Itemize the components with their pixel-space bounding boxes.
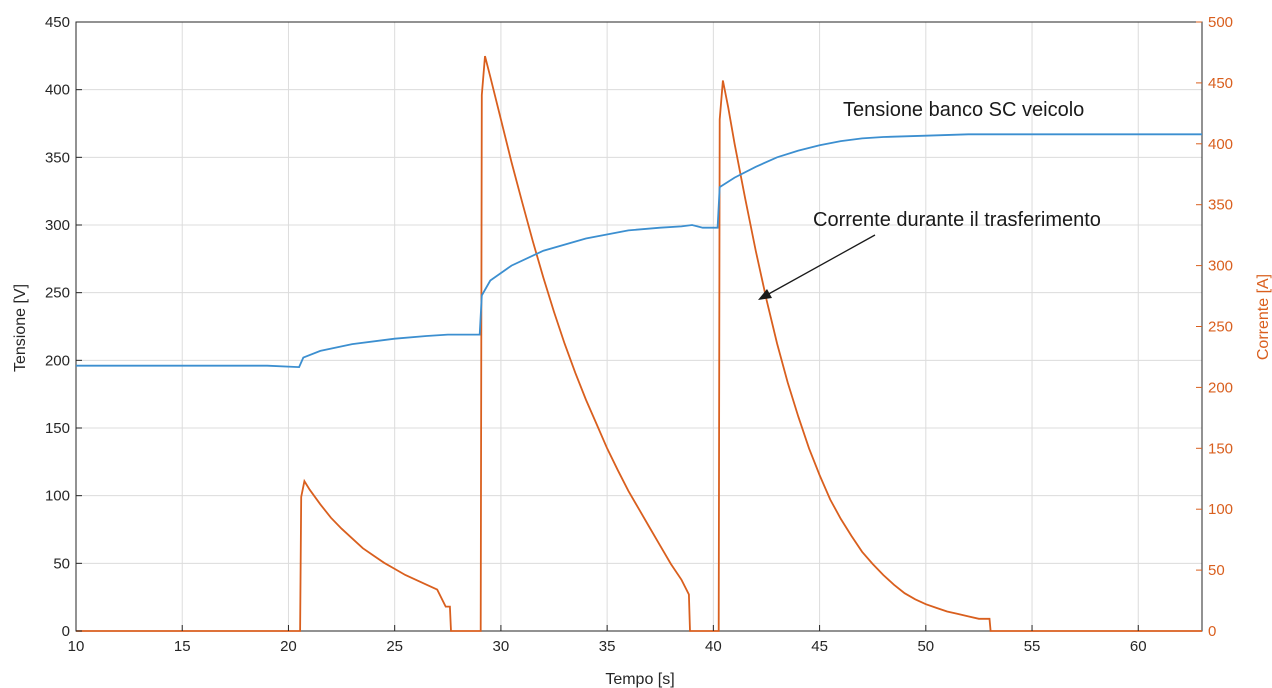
x-tick-label: 15 (174, 638, 191, 655)
y-right-tick-label: 150 (1208, 440, 1233, 457)
y-left-tick-label: 100 (45, 488, 70, 505)
y-right-tick-label: 500 (1208, 14, 1233, 31)
y-left-tick-label: 300 (45, 217, 70, 234)
y-right-tick-label: 100 (1208, 501, 1233, 518)
y-axis-left: 0 50 100 150 200 250 300 350 400 450 (45, 14, 82, 640)
y-left-tick-label: 400 (45, 82, 70, 99)
x-tick-label: 50 (917, 638, 934, 655)
y-right-tick-label: 400 (1208, 136, 1233, 153)
y-left-tick-label: 350 (45, 149, 70, 166)
y-left-tick-label: 50 (53, 555, 70, 572)
x-tick-label: 35 (599, 638, 616, 655)
annotation-arrowhead (758, 289, 772, 300)
y-axis-right: 0 50 100 150 200 250 300 350 400 450 500 (1196, 14, 1233, 640)
y-right-tick-label: 200 (1208, 379, 1233, 396)
y-right-tick-label: 0 (1208, 623, 1216, 640)
x-tick-label: 55 (1024, 638, 1041, 655)
y-left-tick-label: 250 (45, 285, 70, 302)
y-left-tick-label: 200 (45, 352, 70, 369)
x-tick-label: 45 (811, 638, 828, 655)
x-tick-label: 25 (386, 638, 403, 655)
y-axis-right-title: Corrente [A] (1255, 274, 1272, 360)
x-tick-label: 10 (68, 638, 85, 655)
x-tick-label: 30 (493, 638, 510, 655)
y-left-tick-label: 0 (62, 623, 70, 640)
x-tick-label: 60 (1130, 638, 1147, 655)
annotation-arrow (764, 234, 876, 297)
y-left-tick-label: 150 (45, 420, 70, 437)
y-right-tick-label: 350 (1208, 197, 1233, 214)
x-axis-title: Tempo [s] (605, 671, 674, 688)
series-voltage (76, 133, 1202, 369)
annotation-current: Corrente durante il trasferimento (813, 209, 1101, 231)
y-axis-left-title: Tensione [V] (12, 284, 29, 372)
x-tick-label: 20 (280, 638, 297, 655)
x-tick-label: 40 (705, 638, 722, 655)
y-right-tick-label: 250 (1208, 319, 1233, 336)
y-right-tick-label: 300 (1208, 258, 1233, 275)
series-current (76, 55, 1202, 632)
y-right-tick-label: 450 (1208, 75, 1233, 92)
x-axis: 10 15 20 25 30 35 40 45 50 55 60 (68, 625, 1147, 655)
annotation-voltage: Tensione banco SC veicolo (843, 99, 1084, 121)
y-right-tick-label: 50 (1208, 562, 1225, 579)
y-left-tick-label: 450 (45, 14, 70, 31)
